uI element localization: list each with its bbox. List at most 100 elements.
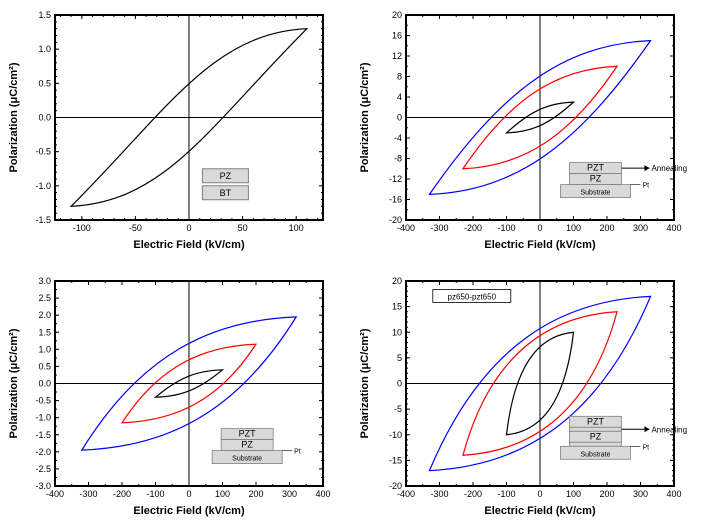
svg-text:Pt: Pt [642,183,649,190]
svg-text:-12: -12 [388,174,401,184]
svg-text:Annealing: Annealing [651,425,687,434]
svg-text:PZT: PZT [586,163,604,173]
svg-text:-0.5: -0.5 [35,395,51,405]
svg-text:-300: -300 [79,489,97,499]
svg-text:-1.5: -1.5 [35,215,51,225]
svg-text:300: 300 [632,223,647,233]
svg-text:0: 0 [396,378,401,388]
svg-text:100: 100 [565,223,580,233]
panel-br: -400-300-200-1000100200300400-20-15-10-5… [351,266,701,531]
svg-text:PZ: PZ [589,431,601,441]
svg-text:1.0: 1.0 [38,344,51,354]
svg-text:5: 5 [396,352,401,362]
svg-text:16: 16 [391,31,401,41]
svg-text:15: 15 [391,301,401,311]
panel-svg: -100 -50 0 50 100 -1.5 -1.0 -0.5 0.0 0.5 1.0 1.5 Ele… [0,0,351,266]
svg-text:-2.0: -2.0 [35,446,51,456]
svg-text:Electric Field (kV/cm): Electric Field (kV/cm) [484,239,596,251]
svg-text:-1.5: -1.5 [35,429,51,439]
svg-text:pz650-pzt650: pz650-pzt650 [447,292,496,301]
svg-text:0.0: 0.0 [38,378,51,388]
svg-text:Pt: Pt [642,444,649,451]
svg-text:0.5: 0.5 [38,78,51,88]
svg-text:PZ: PZ [220,171,232,181]
svg-text:1.5: 1.5 [38,327,51,337]
svg-text:-200: -200 [463,489,481,499]
svg-text:PZT: PZT [586,416,604,426]
panel-tr: -400-300-200-1000100200300400-20-16-12-8… [351,0,701,266]
svg-text:-16: -16 [388,195,401,205]
svg-text:1.0: 1.0 [38,44,51,54]
svg-text:200: 200 [599,489,614,499]
svg-text:0: 0 [537,223,542,233]
svg-text:-100: -100 [73,223,91,233]
svg-text:Electric Field (kV/cm): Electric Field (kV/cm) [133,239,245,251]
svg-text:0.5: 0.5 [38,361,51,371]
svg-text:PZ: PZ [589,174,601,184]
svg-text:-4: -4 [393,133,401,143]
svg-text:200: 200 [248,489,263,499]
svg-text:-300: -300 [430,223,448,233]
svg-text:20: 20 [391,10,401,20]
svg-text:Polarization (μC/cm²): Polarization (μC/cm²) [359,62,371,172]
svg-text:400: 400 [666,223,681,233]
svg-text:-100: -100 [146,489,164,499]
svg-text:-300: -300 [430,489,448,499]
svg-text:PZ: PZ [241,439,253,449]
svg-text:-15: -15 [388,455,401,465]
svg-text:10: 10 [391,327,401,337]
svg-text:2.0: 2.0 [38,310,51,320]
svg-text:Substrate: Substrate [232,455,262,462]
svg-text:-3.0: -3.0 [35,481,51,491]
svg-text:-100: -100 [497,489,515,499]
svg-text:300: 300 [282,489,297,499]
panel-svg: -400-300-200-1000100200300400-3.0-2.5-2.… [0,266,351,531]
svg-text:0: 0 [186,223,191,233]
svg-text:Polarization (μC/cm²): Polarization (μC/cm²) [359,328,371,438]
svg-text:-1.0: -1.0 [35,181,51,191]
svg-text:200: 200 [599,223,614,233]
svg-text:Electric Field (kV/cm): Electric Field (kV/cm) [133,505,245,517]
svg-text:-5: -5 [393,404,401,414]
svg-text:2.5: 2.5 [38,293,51,303]
svg-text:-20: -20 [388,215,401,225]
svg-text:400: 400 [666,489,681,499]
svg-text:0: 0 [537,489,542,499]
svg-text:1.5: 1.5 [38,10,51,20]
svg-text:0: 0 [186,489,191,499]
svg-text:-0.5: -0.5 [35,147,51,157]
svg-text:300: 300 [632,489,647,499]
svg-text:400: 400 [315,489,330,499]
svg-text:4: 4 [396,92,401,102]
panel-svg: -400-300-200-1000100200300400-20-16-12-8… [351,0,701,266]
svg-text:100: 100 [215,489,230,499]
svg-text:Pt: Pt [294,448,301,455]
svg-text:-200: -200 [113,489,131,499]
panel-bl: -400-300-200-1000100200300400-3.0-2.5-2.… [0,266,351,531]
svg-text:100: 100 [289,223,304,233]
svg-text:-100: -100 [497,223,515,233]
svg-text:Polarization (μC/cm²): Polarization (μC/cm²) [8,328,20,438]
panel-svg: -400-300-200-1000100200300400-20-15-10-5… [351,266,701,531]
svg-text:0.0: 0.0 [38,113,51,123]
svg-text:BT: BT [220,188,232,198]
chart-grid: -100-50050100-1.5-1.0-0.50.00.51.01.5Ele… [0,0,701,531]
svg-text:0: 0 [396,113,401,123]
svg-text:8: 8 [396,72,401,82]
svg-text:-200: -200 [463,223,481,233]
svg-text:PZT: PZT [239,428,257,438]
panel-tl: -100 -50 0 50 100 -1.5 -1.0 -0.5 0.0 0.5 1.0 1.5 Ele… [0,0,351,266]
svg-text:Substrate: Substrate [580,190,610,197]
svg-text:12: 12 [391,51,401,61]
svg-text:Annealing: Annealing [651,164,687,173]
svg-text:20: 20 [391,276,401,286]
svg-text:50: 50 [238,223,248,233]
svg-text:-2.5: -2.5 [35,463,51,473]
svg-text:-50: -50 [129,223,142,233]
svg-text:Electric Field (kV/cm): Electric Field (kV/cm) [484,505,596,517]
svg-text:100: 100 [565,489,580,499]
svg-text:-8: -8 [393,154,401,164]
svg-text:3.0: 3.0 [38,276,51,286]
svg-text:-10: -10 [388,429,401,439]
svg-text:Polarization (μC/cm²): Polarization (μC/cm²) [8,62,20,172]
